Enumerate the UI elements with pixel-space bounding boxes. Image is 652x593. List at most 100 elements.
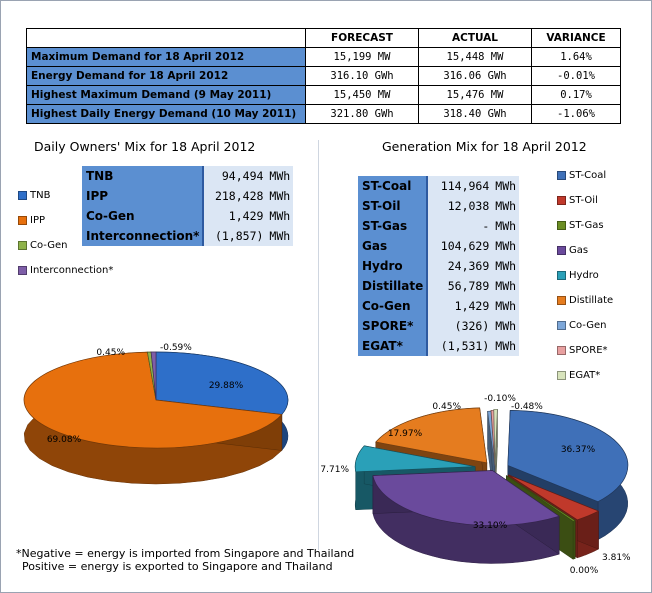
legend-label: Gas	[569, 245, 589, 256]
row-unit: MWh	[492, 336, 520, 356]
legend-swatch	[18, 216, 27, 225]
legend-label: Co-Gen	[569, 320, 607, 331]
table-row: TNB 94,494 MWh	[82, 166, 294, 186]
legend-swatch	[18, 191, 27, 200]
legend-item-st-oil: ST-Oil	[557, 195, 598, 206]
forecast-cell: 321.80 GWh	[305, 104, 419, 124]
row-label: ST-Oil	[358, 196, 429, 216]
legend-swatch	[557, 271, 566, 280]
legend-label: Interconnection*	[30, 265, 114, 276]
row-label: Distillate	[358, 276, 429, 296]
row-label: Co-Gen	[358, 296, 429, 316]
data-label-tnb: 29.88%	[209, 381, 244, 391]
legend-item-hydro: Hydro	[557, 270, 599, 281]
row-label: Gas	[358, 236, 429, 256]
data-label-hydro: 7.71%	[320, 465, 349, 475]
row-unit: MWh	[492, 216, 520, 236]
legend-label: IPP	[30, 215, 46, 226]
legend-label: Hydro	[569, 270, 599, 281]
pie-slice-top-st-gas	[506, 475, 576, 522]
row-value: 1,429	[427, 296, 493, 316]
summary-header-forecast: FORECAST	[305, 28, 419, 48]
legend-item-ipp: IPP	[18, 215, 45, 226]
row-unit: MWh	[492, 236, 520, 256]
summary-header-variance: VARIANCE	[531, 28, 621, 48]
table-row: Highest Maximum Demand (9 May 2011) 15,4…	[26, 85, 621, 105]
variance-cell: 1.64%	[531, 47, 621, 67]
row-label: Maximum Demand for 18 April 2012	[26, 47, 306, 67]
owners-pie-chart: 29.88% 69.08% 0.45% -0.59%	[23, 343, 289, 485]
row-label: Highest Daily Energy Demand (10 May 2011…	[26, 104, 306, 124]
generation-pie-chart: 36.37% 3.81%0.00% 33.10% 7.71% 17.97% 0.45% -0…	[320, 394, 631, 576]
variance-cell: -1.06%	[531, 104, 621, 124]
row-value: 104,629	[427, 236, 493, 256]
row-label: IPP	[82, 186, 205, 206]
row-label: TNB	[82, 166, 205, 186]
footnote: *Negative = energy is imported from Sing…	[16, 547, 354, 573]
row-unit: MWh	[266, 186, 294, 206]
legend-item-interconnection: Interconnection*	[18, 265, 113, 276]
data-label-gas: 33.10%	[473, 521, 508, 531]
legend-swatch	[557, 171, 566, 180]
legend-item-egat: EGAT*	[557, 370, 600, 381]
row-label: Hydro	[358, 256, 429, 276]
legend-swatch	[557, 221, 566, 230]
row-value: 218,428	[203, 186, 267, 206]
legend-swatch	[557, 296, 566, 305]
table-row: Maximum Demand for 18 April 2012 15,199 …	[26, 47, 621, 67]
legend-label: SPORE*	[569, 345, 608, 356]
legend-label: ST-Coal	[569, 170, 607, 181]
legend-item-co-gen: Co-Gen	[557, 320, 607, 331]
demand-summary-table: FORECAST ACTUAL VARIANCE Maximum Demand …	[26, 28, 621, 124]
generation-mix-table: ST-Coal 114,964 MWh ST-Oil 12,038 MWh ST…	[358, 176, 520, 356]
table-row: EGAT* (1,531) MWh	[358, 336, 520, 356]
row-value: 56,789	[427, 276, 493, 296]
row-value: (1,857)	[203, 226, 267, 246]
data-label-st-oil: 3.81%	[602, 553, 631, 563]
legend-swatch	[557, 196, 566, 205]
data-label-st-gas: 0.00%	[570, 566, 599, 576]
data-label-co-gen: 0.45%	[432, 402, 461, 412]
table-row: Distillate 56,789 MWh	[358, 276, 520, 296]
summary-header-row: FORECAST ACTUAL VARIANCE	[26, 28, 621, 48]
row-label: ST-Gas	[358, 216, 429, 236]
row-value: (326)	[427, 316, 493, 336]
table-row: ST-Coal 114,964 MWh	[358, 176, 520, 196]
table-row: Co-Gen 1,429 MWh	[82, 206, 294, 226]
legend-label: EGAT*	[569, 370, 601, 381]
pie-slice-top-interconnection	[150, 351, 157, 401]
row-value: 1,429	[203, 206, 267, 226]
legend-item-st-coal: ST-Coal	[557, 170, 606, 181]
forecast-cell: 15,199 MW	[305, 47, 419, 67]
variance-cell: -0.01%	[531, 66, 621, 86]
legend-swatch	[557, 321, 566, 330]
forecast-cell: 316.10 GWh	[305, 66, 419, 86]
table-row: Gas 104,629 MWh	[358, 236, 520, 256]
row-value: 114,964	[427, 176, 493, 196]
actual-cell: 15,448 MW	[418, 47, 532, 67]
pie-slice-top-distillate	[375, 407, 488, 464]
owners-mix-title: Daily Owners' Mix for 18 April 2012	[34, 139, 256, 154]
row-unit: MWh	[492, 316, 520, 336]
legend-swatch	[557, 346, 566, 355]
row-label: Interconnection*	[82, 226, 205, 246]
row-unit: MWh	[492, 276, 520, 296]
data-label-interconnection: -0.59%	[160, 343, 192, 353]
data-label-co-gen: 0.45%	[96, 348, 125, 358]
pie-slice-top-st-oil	[508, 474, 600, 521]
legend-item-gas: Gas	[557, 245, 588, 256]
row-unit: MWh	[266, 226, 294, 246]
row-value: (1,531)	[427, 336, 493, 356]
legend-swatch	[18, 266, 27, 275]
legend-label: Co-Gen	[30, 240, 68, 251]
legend-item-spore: SPORE*	[557, 345, 608, 356]
actual-cell: 316.06 GWh	[418, 66, 532, 86]
data-label-st-coal: 36.37%	[561, 445, 596, 455]
forecast-cell: 15,450 MW	[305, 85, 419, 105]
row-unit: MWh	[492, 176, 520, 196]
row-value: -	[427, 216, 493, 236]
row-unit: MWh	[266, 166, 294, 186]
row-unit: MWh	[492, 256, 520, 276]
legend-label: ST-Gas	[569, 220, 604, 231]
legend-label: ST-Oil	[569, 195, 598, 206]
